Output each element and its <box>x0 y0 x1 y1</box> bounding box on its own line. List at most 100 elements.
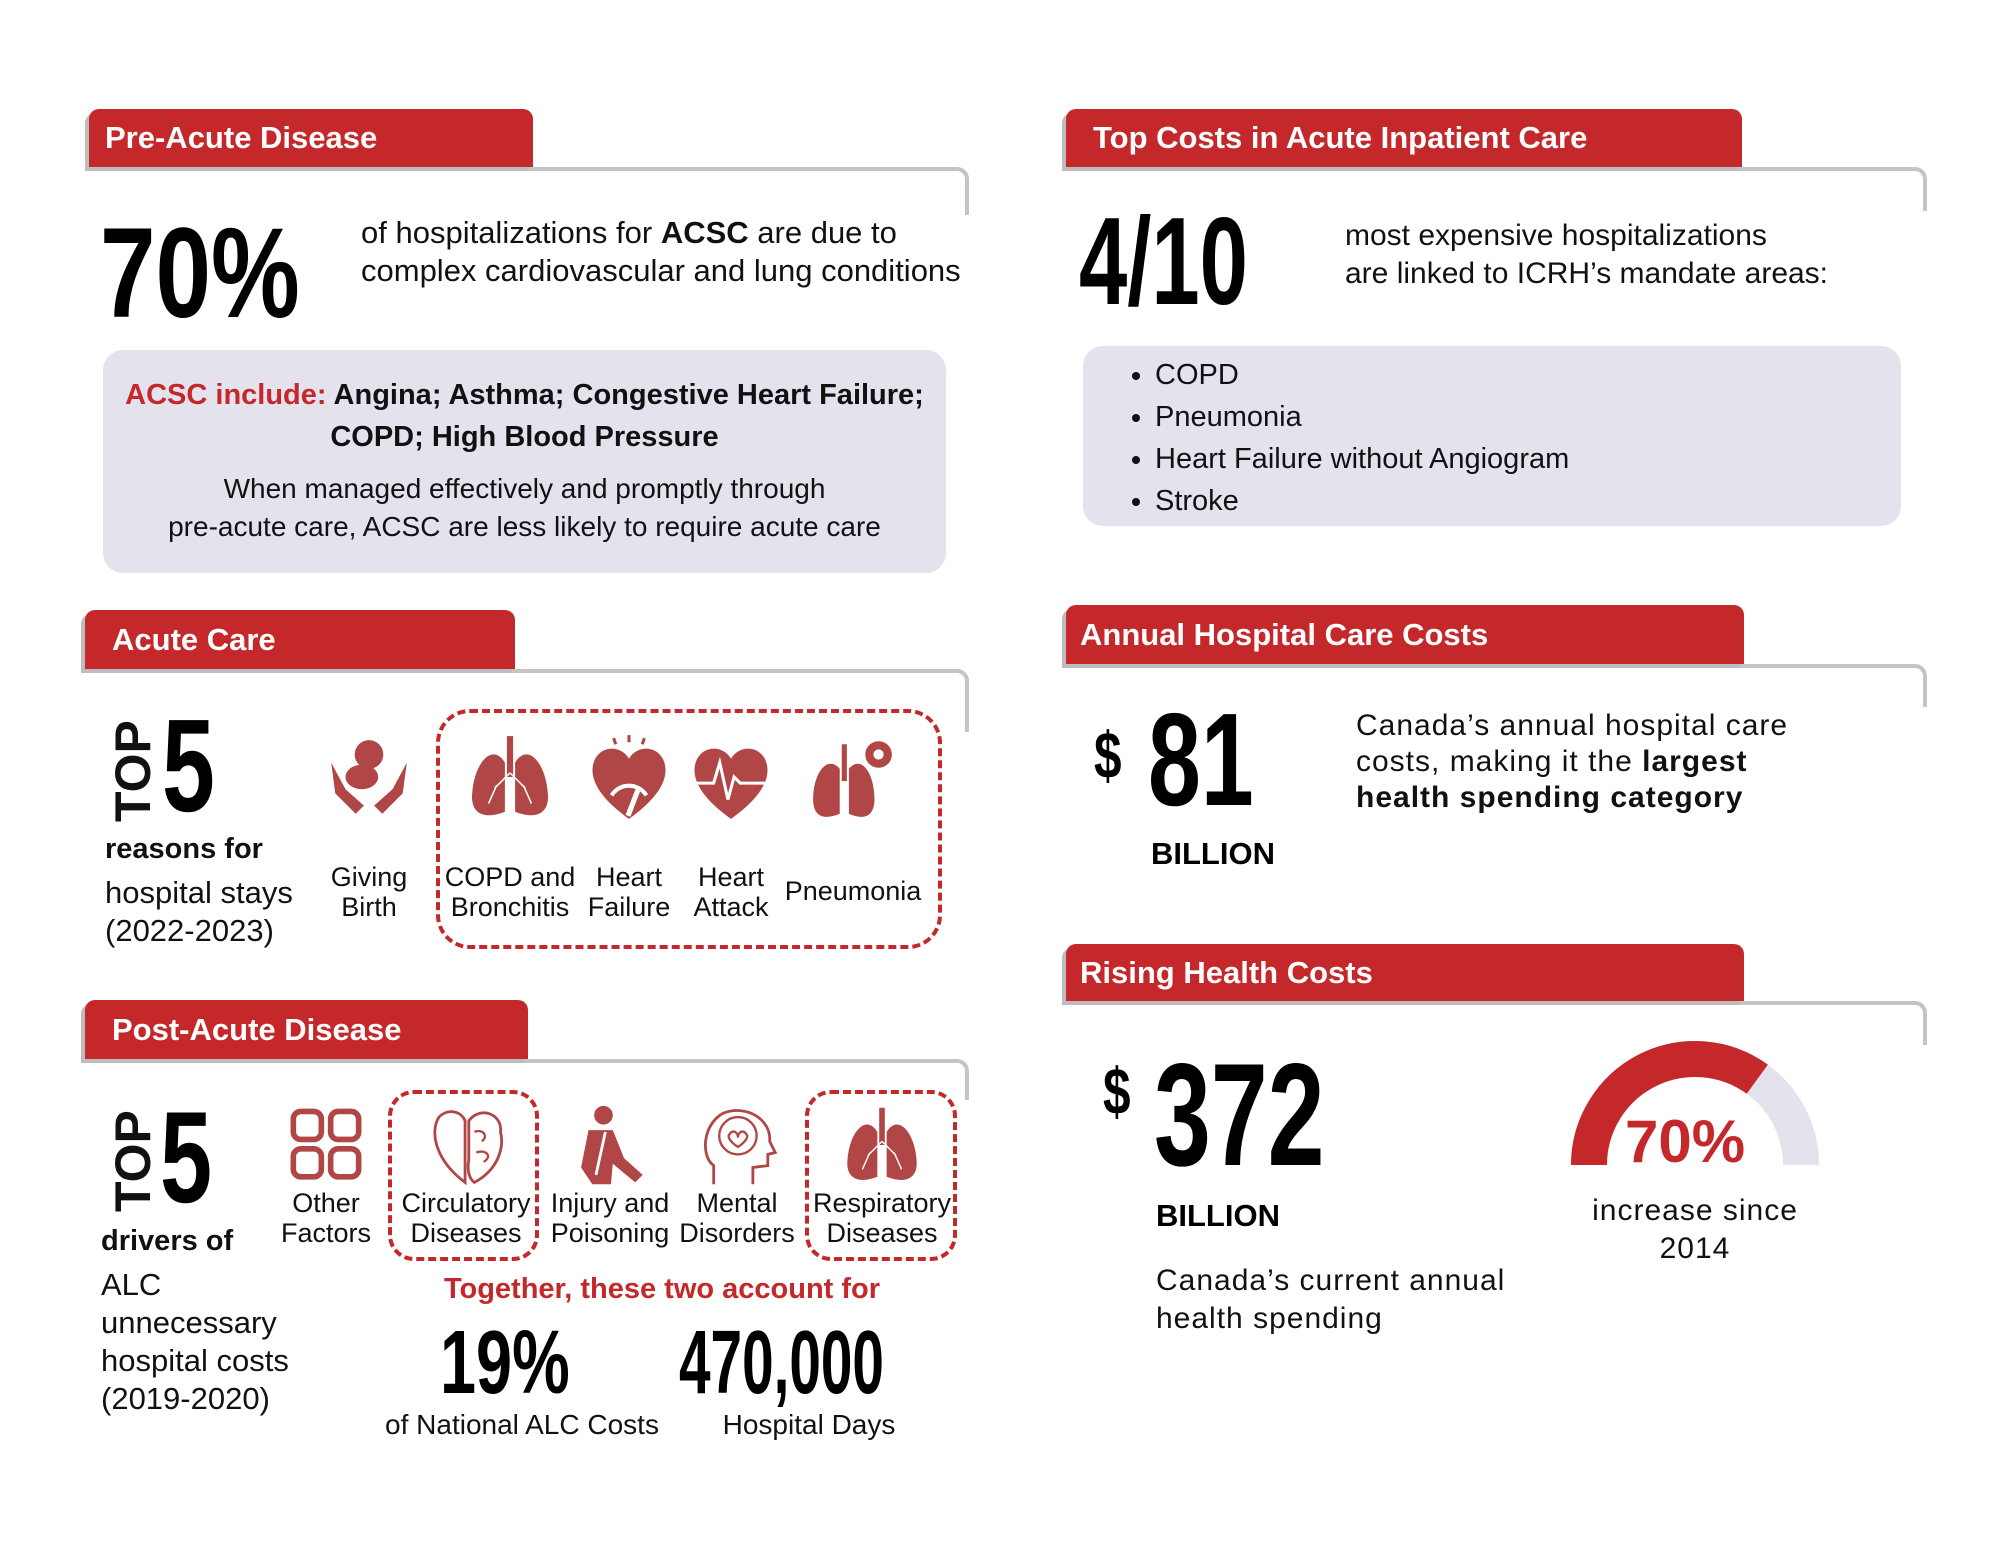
text: Diseases <box>826 1218 938 1248</box>
stat-470000-label: Hospital Days <box>722 1409 896 1440</box>
text: Poisoning <box>550 1218 670 1248</box>
mandate-areas-list: COPDPneumoniaHeart Failure without Angio… <box>1083 354 1901 522</box>
top-five-number: 5 <box>162 692 215 839</box>
unit-billion: BILLION <box>1151 836 1275 871</box>
section-rule <box>95 167 969 215</box>
gauge-value-label: 70% <box>1625 1108 1746 1175</box>
text-bold: largest <box>1642 745 1748 778</box>
stat-19-percent: 19% <box>440 1313 570 1413</box>
heart-gauge-icon <box>592 735 666 819</box>
text: most expensive hospitalizations <box>1345 219 1767 252</box>
text: Giving <box>330 862 408 892</box>
section-title: Acute Care <box>112 621 276 657</box>
text: Pneumonia <box>784 876 922 906</box>
section-title: Top Costs in Acute Inpatient Care <box>1093 120 1588 155</box>
mandate-area-item: COPD <box>1155 354 1901 396</box>
lungs-icon <box>471 736 549 816</box>
text: Mental <box>696 1188 778 1218</box>
together-note: Together, these two account for <box>443 1273 881 1305</box>
text: costs, making it the <box>1356 745 1643 778</box>
respiratory-highlight-box <box>805 1090 957 1261</box>
section-rule <box>1070 167 1927 211</box>
text: unnecessary <box>101 1305 277 1340</box>
text: COPD and <box>444 862 576 892</box>
section-header-acute-care: Acute Care <box>85 610 515 669</box>
mandate-area-item: Stroke <box>1155 480 1901 522</box>
mandate-area-item: Pneumonia <box>1155 396 1901 438</box>
stat-372: 372 <box>1154 1033 1325 1196</box>
annual-description: Canada’s annual hospital care costs, mak… <box>1356 708 1788 816</box>
currency-symbol: $ <box>1103 1054 1131 1128</box>
cardio-lung-highlight-box <box>436 709 942 949</box>
top-label: TOP <box>105 1110 161 1212</box>
section-rule <box>1070 1001 1927 1045</box>
stat-70-percent: 70% <box>100 202 300 345</box>
text: hospital costs <box>101 1343 289 1378</box>
section-header-top-costs: Top Costs in Acute Inpatient Care <box>1066 109 1742 167</box>
grid-squares-icon <box>290 1108 362 1180</box>
text: Canada’s current annual <box>1156 1264 1506 1297</box>
text: Canada’s annual hospital care <box>1356 709 1789 742</box>
reason-label: COPD and Bronchitis <box>445 862 576 922</box>
section-header-pre-acute: Pre-Acute Disease <box>89 109 533 167</box>
gauge-description: increase since 2014 <box>1592 1192 1798 1268</box>
text-bold: drivers of <box>101 1225 234 1257</box>
text: complex cardiovascular and lung conditio… <box>361 253 961 288</box>
circulatory-highlight-box <box>388 1090 539 1261</box>
text: Angina; Asthma; Congestive Heart Failure… <box>326 379 924 411</box>
reasons-caption: reasons for hospital stays (2022-2023) <box>105 830 293 950</box>
heart-ecg-icon <box>691 748 771 819</box>
text: of hospitalizations for <box>361 215 661 250</box>
text: are due to <box>748 215 897 250</box>
acsc-info-panel: ACSC include: Angina; Asthma; Congestive… <box>103 350 946 573</box>
driver-label: Injury and Poisoning <box>551 1188 670 1248</box>
drivers-caption: drivers of ALC unnecessary hospital cost… <box>101 1222 289 1418</box>
section-header-annual-costs: Annual Hospital Care Costs <box>1066 605 1744 664</box>
text-bold: health spending category <box>1356 781 1744 814</box>
mandate-area-item: Heart Failure without Angiogram <box>1155 438 1901 480</box>
text: (2022-2023) <box>105 913 274 948</box>
driver-label: Respiratory Diseases <box>813 1188 951 1248</box>
text: Disorders <box>679 1218 795 1248</box>
rising-description: Canada’s current annual health spending <box>1156 1262 1505 1338</box>
acsc-note: When managed effectively and promptly th… <box>103 470 946 546</box>
stat-description: most expensive hospitalizations are link… <box>1345 217 1828 293</box>
mandate-areas-panel: COPDPneumoniaHeart Failure without Angio… <box>1083 346 1901 526</box>
increase-gauge <box>1571 1041 1819 1166</box>
lungs-icon <box>847 1107 917 1180</box>
reason-label: Giving Birth <box>331 862 408 922</box>
text: When managed effectively and promptly th… <box>223 473 826 504</box>
text: are linked to ICRH’s mandate areas: <box>1345 257 1829 290</box>
stat-470000: 470,000 <box>679 1313 884 1413</box>
stat-description: of hospitalizations for ACSC are due to … <box>361 214 961 290</box>
text: Failure <box>587 892 671 922</box>
driver-label: Other Factors <box>281 1188 371 1248</box>
text: Heart <box>595 862 663 892</box>
reason-label: Heart Attack <box>693 862 768 922</box>
text: hospital stays <box>105 875 293 910</box>
heart-brain-icon <box>433 1110 503 1186</box>
text: Heart <box>697 862 765 892</box>
top-label: TOP <box>105 720 161 822</box>
lungs-virus-icon <box>813 741 892 817</box>
text: Bronchitis <box>450 892 570 922</box>
currency-symbol: $ <box>1094 718 1122 792</box>
section-rule <box>1070 664 1927 707</box>
section-title: Annual Hospital Care Costs <box>1080 616 1489 652</box>
section-rule <box>91 1059 969 1100</box>
section-title: Rising Health Costs <box>1080 954 1373 990</box>
section-title: Post-Acute Disease <box>112 1011 402 1047</box>
section-title: Pre-Acute Disease <box>105 120 378 155</box>
text: increase since <box>1592 1194 1798 1227</box>
text: 2014 <box>1659 1232 1731 1265</box>
text: Respiratory <box>812 1188 952 1218</box>
baby-in-hands-icon <box>331 740 407 814</box>
driver-label: Circulatory Diseases <box>401 1188 530 1248</box>
text: Other <box>292 1188 360 1218</box>
text-bold: ACSC <box>660 215 749 250</box>
section-header-post-acute: Post-Acute Disease <box>85 1000 528 1059</box>
injured-person-icon <box>581 1105 643 1185</box>
section-header-rising-costs: Rising Health Costs <box>1066 944 1744 1001</box>
acsc-list: ACSC include: Angina; Asthma; Congestive… <box>103 374 946 458</box>
head-brain-icon <box>704 1109 778 1185</box>
